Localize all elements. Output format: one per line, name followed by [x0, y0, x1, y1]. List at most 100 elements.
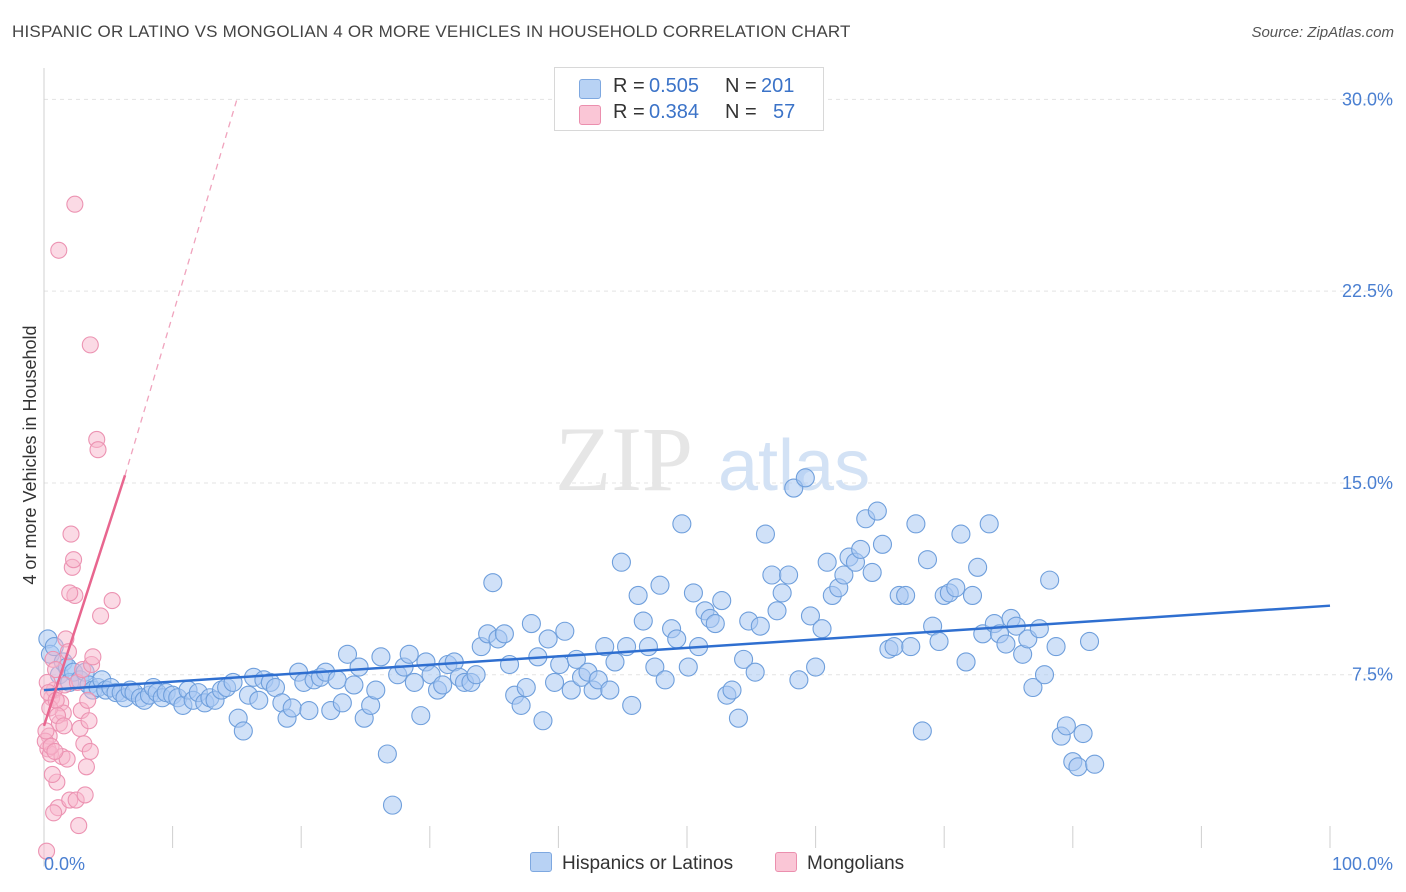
mongolian-point: [46, 742, 64, 760]
mongolian-point: [89, 441, 107, 459]
mongolian-trend-extension: [124, 99, 238, 476]
hispanic-point: [1079, 631, 1100, 652]
hispanic-point: [951, 524, 971, 544]
hispanic-point: [1029, 619, 1049, 639]
mongolian-point: [55, 717, 73, 735]
hispanic-point: [544, 672, 565, 692]
hispanic-point: [722, 680, 742, 700]
legend-r-value: 0.384: [649, 101, 700, 123]
hispanic-point: [779, 565, 799, 585]
watermark: ZIP atlas: [555, 408, 870, 510]
legend: R = 0.505 N = 201 R = 0.384 N = 57: [554, 67, 824, 131]
hispanic-point: [996, 634, 1016, 654]
hispanic-point: [533, 711, 553, 731]
bottom-legend-swatch-blue: [530, 852, 552, 872]
hispanic-point: [956, 652, 976, 672]
series-hispanics-points: [38, 468, 1105, 815]
legend-r-label: R =: [613, 75, 645, 97]
legend-row-mongolians: R = 0.384 N = 57: [555, 101, 823, 129]
hispanic-point: [337, 644, 358, 664]
hispanic-point: [516, 677, 536, 698]
hispanic-point: [650, 575, 670, 595]
hispanic-point: [466, 665, 486, 685]
x-tick-label: 0.0%: [44, 854, 85, 874]
hispanic-point: [851, 539, 871, 559]
hispanic-point: [1056, 716, 1076, 736]
bottom-legend-swatch-pink: [775, 852, 797, 872]
y-tick-label: 22.5%: [1342, 281, 1393, 301]
hispanic-point: [233, 721, 253, 741]
y-axis-title: 4 or more Vehicles in Household: [20, 325, 40, 584]
hispanic-point: [1040, 570, 1060, 590]
mongolian-point: [79, 691, 97, 709]
mongolian-point: [81, 742, 99, 760]
legend-r-label: R =: [613, 101, 645, 123]
hispanic-point: [705, 614, 725, 634]
hispanic-point: [745, 662, 765, 682]
hispanic-point: [678, 657, 698, 677]
mongolian-point: [62, 525, 80, 543]
mongolian-point: [70, 817, 88, 835]
hispanic-point: [912, 721, 932, 741]
hispanic-point: [638, 637, 658, 657]
hispanic-point: [867, 501, 887, 521]
hispanic-point: [561, 680, 581, 700]
mongolian-point: [84, 648, 102, 666]
hispanic-point: [862, 562, 882, 582]
hispanic-point: [538, 629, 558, 649]
grid-lines: [44, 98, 1392, 676]
hispanic-point: [906, 514, 926, 534]
legend-r-value: 0.505: [649, 75, 700, 97]
hispanic-point: [728, 708, 748, 728]
hispanic-point: [433, 675, 453, 695]
bottom-legend-label: Mongolians: [807, 853, 905, 874]
hispanic-point: [929, 631, 949, 652]
hispanic-point: [968, 557, 988, 577]
hispanic-point: [366, 680, 386, 700]
mongolian-point: [50, 241, 68, 259]
hispanic-point: [299, 700, 319, 721]
mongolian-point: [43, 765, 61, 783]
hispanic-point: [645, 657, 665, 677]
hispanic-point: [755, 524, 775, 544]
trend-lines: [42, 99, 1331, 727]
y-tick-label: 15.0%: [1342, 473, 1393, 493]
hispanic-point: [683, 583, 703, 603]
mongolian-point: [66, 195, 84, 213]
mongolian-point: [45, 804, 63, 822]
hispanic-point: [595, 637, 615, 657]
hispanic-point: [789, 670, 809, 690]
hispanic-point: [734, 649, 754, 669]
hispanic-point: [344, 675, 364, 695]
hispanic-point: [404, 672, 424, 692]
hispanic-point: [750, 616, 770, 636]
mongolian-point: [47, 661, 65, 679]
legend-row-hispanics: R = 0.505 N = 201: [555, 75, 823, 103]
mongolian-point: [65, 551, 83, 569]
hispanic-point: [884, 637, 904, 657]
source-label: Source: ZipAtlas.com: [1251, 24, 1394, 41]
hispanic-point: [605, 652, 625, 672]
mongolian-point: [38, 842, 56, 860]
hispanic-point: [946, 578, 966, 598]
hispanic-point: [494, 624, 514, 644]
hispanic-point: [282, 698, 302, 718]
legend-n-label: N =: [725, 101, 757, 123]
hispanic-point: [377, 744, 397, 764]
hispanic-point: [817, 552, 837, 572]
hispanic-point: [979, 514, 999, 534]
hispanic-point: [901, 637, 921, 657]
hispanic-point: [667, 629, 687, 649]
hispanic-point: [600, 680, 620, 700]
hispanic-trend-line: [43, 604, 1331, 692]
hispanic-point: [382, 795, 403, 815]
hispanic-point: [655, 670, 675, 690]
hispanic-point: [872, 534, 893, 554]
hispanic-point: [349, 657, 369, 677]
x-tick-label: 100.0%: [1332, 854, 1393, 874]
y-tick-label: 7.5%: [1352, 665, 1393, 685]
hispanic-point: [483, 573, 503, 593]
hispanic-point: [1068, 757, 1088, 777]
hispanic-point: [800, 606, 821, 626]
